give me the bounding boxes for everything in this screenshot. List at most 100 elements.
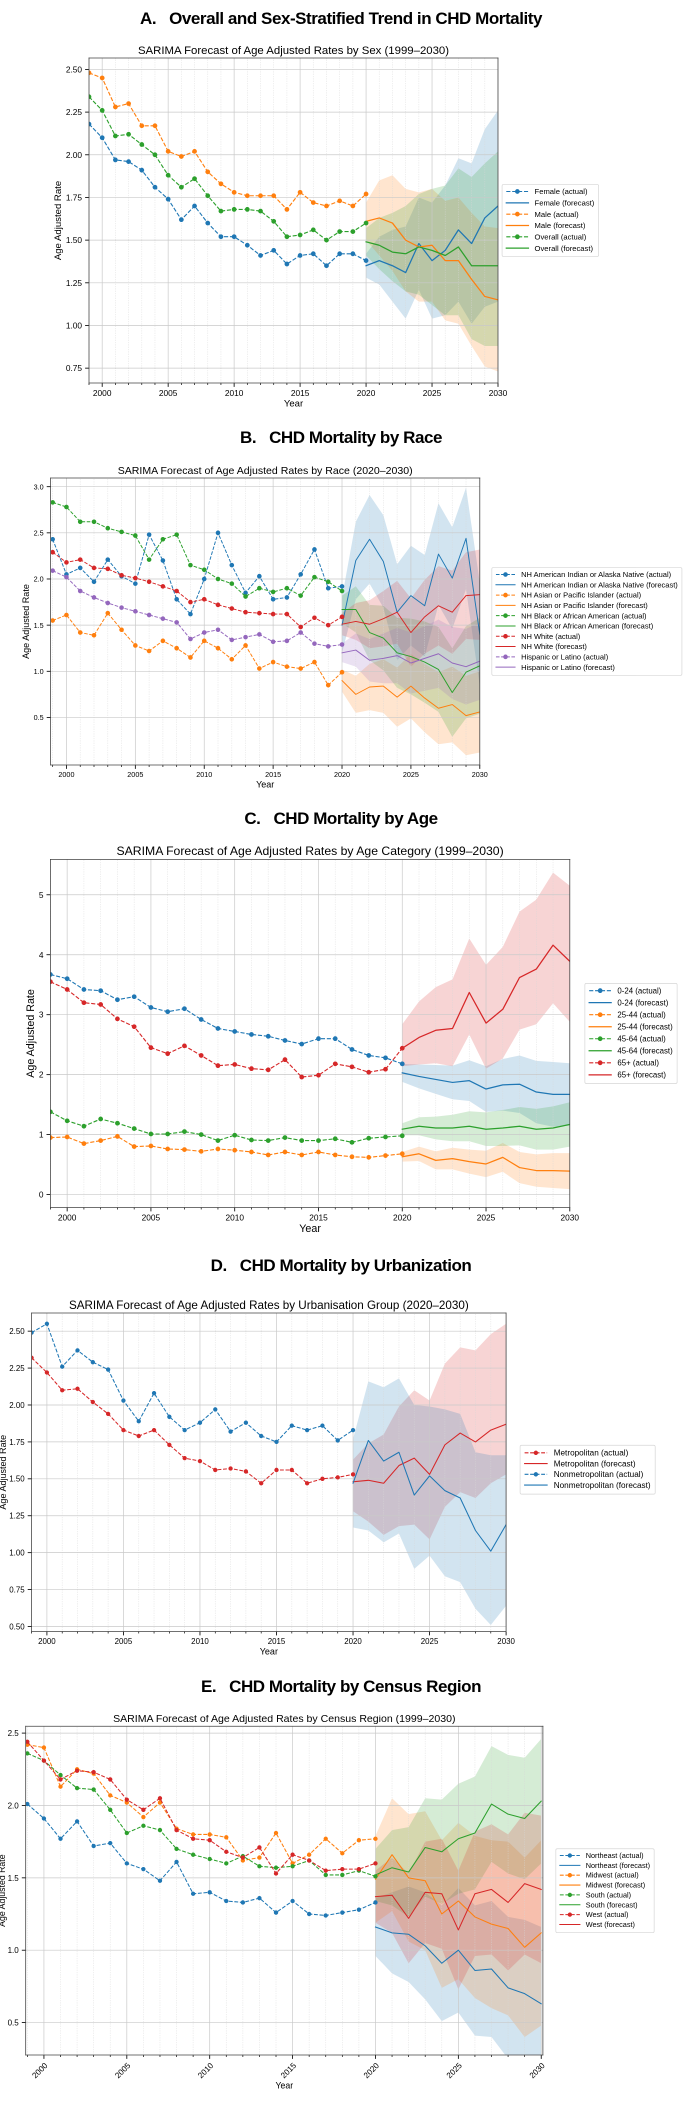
svg-text:Age Adjusted Rate: Age Adjusted Rate [0, 1435, 8, 1510]
svg-text:2025: 2025 [477, 1212, 496, 1222]
svg-text:2030: 2030 [561, 1212, 580, 1222]
svg-text:0-24 (forecast): 0-24 (forecast) [617, 998, 668, 1007]
svg-text:2025: 2025 [423, 388, 442, 398]
svg-text:2030: 2030 [472, 770, 488, 779]
svg-text:2025: 2025 [403, 770, 419, 779]
svg-text:2000: 2000 [93, 388, 112, 398]
svg-text:Age Adjusted Rate: Age Adjusted Rate [25, 989, 37, 1078]
svg-text:Age Adjusted Rate: Age Adjusted Rate [0, 1854, 7, 1927]
svg-text:25-44 (actual): 25-44 (actual) [617, 1010, 666, 1019]
svg-text:NH Black or African American (: NH Black or African American (forecast) [521, 622, 654, 631]
svg-text:1.0: 1.0 [8, 1946, 20, 1955]
svg-text:45-64 (forecast): 45-64 (forecast) [617, 1047, 673, 1056]
svg-text:1.25: 1.25 [9, 1512, 25, 1521]
svg-text:1.75: 1.75 [9, 1438, 25, 1447]
svg-text:2.00: 2.00 [9, 1401, 25, 1410]
svg-text:4: 4 [39, 950, 44, 960]
svg-text:1: 1 [39, 1130, 44, 1140]
svg-text:Age Adjusted Rate: Age Adjusted Rate [53, 181, 64, 260]
svg-text:2.0: 2.0 [8, 1801, 20, 1810]
svg-text:SARIMA Forecast of Age Adjuste: SARIMA Forecast of Age Adjusted Rates by… [113, 1715, 455, 1725]
svg-text:Overall (forecast): Overall (forecast) [535, 244, 594, 253]
svg-text:1.25: 1.25 [66, 278, 83, 288]
svg-text:2020: 2020 [344, 1637, 362, 1646]
svg-text:2020: 2020 [334, 770, 350, 779]
svg-text:2.25: 2.25 [66, 107, 83, 117]
svg-text:25-44 (forecast): 25-44 (forecast) [617, 1022, 673, 1031]
svg-text:Metropolitan (forecast): Metropolitan (forecast) [554, 1459, 636, 1468]
svg-text:Year: Year [299, 1223, 321, 1235]
svg-text:0.50: 0.50 [9, 1622, 25, 1631]
svg-text:5: 5 [39, 890, 44, 900]
svg-text:South (forecast): South (forecast) [586, 1900, 638, 1909]
svg-text:Male (actual): Male (actual) [535, 210, 580, 219]
svg-text:2000: 2000 [58, 1212, 77, 1222]
svg-text:2.00: 2.00 [66, 150, 83, 160]
svg-text:2020: 2020 [393, 1212, 412, 1222]
svg-text:2015: 2015 [265, 770, 281, 779]
svg-text:Hispanic or Latino (forecast): Hispanic or Latino (forecast) [521, 663, 615, 672]
svg-text:0.5: 0.5 [8, 2018, 20, 2027]
svg-text:1.5: 1.5 [34, 621, 44, 630]
svg-text:West (forecast): West (forecast) [586, 1920, 635, 1929]
svg-text:1.50: 1.50 [66, 235, 83, 245]
svg-text:2010: 2010 [191, 1637, 209, 1646]
svg-text:Year: Year [256, 779, 274, 789]
svg-text:1.75: 1.75 [66, 192, 83, 202]
svg-text:1.00: 1.00 [66, 320, 83, 330]
svg-text:Hispanic or Latino (actual): Hispanic or Latino (actual) [521, 652, 609, 661]
svg-text:Northeast (forecast): Northeast (forecast) [586, 1861, 650, 1870]
svg-text:Nonmetropolitan (actual): Nonmetropolitan (actual) [554, 1470, 644, 1479]
svg-text:2: 2 [39, 1070, 44, 1080]
svg-text:1.50: 1.50 [9, 1475, 25, 1484]
svg-text:Nonmetropolitan (forecast): Nonmetropolitan (forecast) [554, 1481, 651, 1490]
svg-text:1.5: 1.5 [8, 1874, 20, 1883]
svg-text:2000: 2000 [58, 770, 74, 779]
svg-text:2010: 2010 [196, 770, 212, 779]
svg-text:West (actual): West (actual) [586, 1910, 629, 1919]
svg-text:NH Asian or Pacific Islander (: NH Asian or Pacific Islander (forecast) [521, 601, 648, 610]
svg-text:NH American Indian or Alaska N: NH American Indian or Alaska Native (for… [521, 580, 678, 589]
svg-text:2005: 2005 [127, 770, 143, 779]
svg-text:Year: Year [284, 399, 304, 410]
svg-text:SARIMA Forecast of Age Adjuste: SARIMA Forecast of Age Adjusted Rates by… [138, 45, 449, 57]
svg-text:0.5: 0.5 [34, 713, 44, 722]
svg-text:2010: 2010 [225, 1212, 244, 1222]
svg-text:2.0: 2.0 [34, 575, 44, 584]
svg-text:2.50: 2.50 [66, 64, 83, 74]
svg-text:2005: 2005 [159, 388, 178, 398]
svg-text:3: 3 [39, 1010, 44, 1020]
svg-text:Year: Year [275, 2080, 293, 2090]
svg-text:2000: 2000 [38, 1637, 56, 1646]
svg-text:SARIMA Forecast of Age Adjuste: SARIMA Forecast of Age Adjusted Rates by… [117, 844, 504, 858]
svg-text:Year: Year [260, 1646, 278, 1656]
svg-text:South (actual): South (actual) [586, 1890, 631, 1899]
svg-text:2.5: 2.5 [8, 1729, 20, 1738]
svg-text:0-24 (actual): 0-24 (actual) [617, 986, 661, 995]
svg-text:2.5: 2.5 [34, 528, 44, 537]
svg-text:NH White (actual): NH White (actual) [521, 632, 581, 641]
svg-text:Female (forecast): Female (forecast) [535, 198, 595, 207]
svg-text:0.75: 0.75 [66, 363, 83, 373]
svg-text:0.75: 0.75 [9, 1585, 25, 1594]
svg-text:2020: 2020 [357, 388, 376, 398]
svg-text:2015: 2015 [309, 1212, 328, 1222]
svg-text:3.0: 3.0 [34, 482, 44, 491]
svg-text:Midwest (actual): Midwest (actual) [586, 1871, 639, 1880]
svg-text:2015: 2015 [291, 388, 310, 398]
svg-text:1.0: 1.0 [34, 667, 44, 676]
svg-text:65+ (forecast): 65+ (forecast) [617, 1071, 666, 1080]
svg-text:2010: 2010 [225, 388, 244, 398]
svg-text:NH American Indian or Alaska N: NH American Indian or Alaska Native (act… [521, 570, 672, 579]
svg-text:NH White (forecast): NH White (forecast) [521, 642, 587, 651]
svg-text:NH Black or African American (: NH Black or African American (actual) [521, 611, 647, 620]
svg-text:2025: 2025 [421, 1637, 439, 1646]
svg-text:Overall (actual): Overall (actual) [535, 232, 587, 241]
svg-text:1.00: 1.00 [9, 1549, 25, 1558]
svg-text:2005: 2005 [142, 1212, 161, 1222]
svg-text:45-64 (actual): 45-64 (actual) [617, 1034, 666, 1043]
svg-text:SARIMA Forecast of Age Adjuste: SARIMA Forecast of Age Adjusted Rates by… [69, 1299, 469, 1312]
svg-text:0: 0 [39, 1190, 44, 1200]
svg-text:2015: 2015 [268, 1637, 286, 1646]
svg-text:Male (forecast): Male (forecast) [535, 221, 586, 230]
